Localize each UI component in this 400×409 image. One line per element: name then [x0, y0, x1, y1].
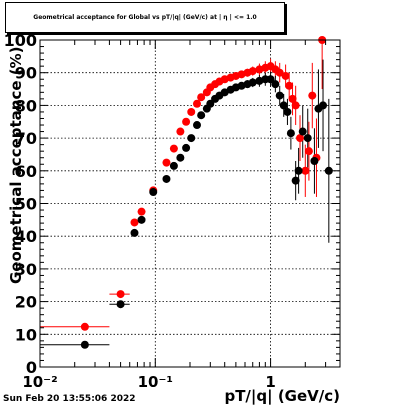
data-point	[116, 300, 125, 309]
data-point	[296, 134, 305, 143]
data-point	[304, 147, 313, 156]
data-point	[206, 99, 215, 108]
y-tick-label: 10	[15, 325, 37, 344]
y-tick-label: 60	[15, 162, 37, 181]
data-point	[291, 101, 300, 110]
y-tick-label: 20	[15, 293, 37, 312]
data-point	[116, 290, 125, 299]
data-point	[248, 78, 257, 87]
axes	[39, 39, 341, 368]
title-box: Geometrical acceptance for Global vs pT/…	[5, 2, 285, 33]
data-point	[283, 107, 292, 116]
y-tick-label: 40	[15, 227, 37, 246]
plot-frame	[39, 39, 341, 368]
data-point	[275, 91, 284, 100]
data-point	[169, 161, 178, 170]
data-point	[279, 101, 288, 110]
data-point	[137, 207, 146, 216]
data-point	[169, 144, 178, 153]
data-point	[130, 228, 139, 237]
data-point	[248, 67, 257, 76]
grid-lines	[40, 40, 340, 367]
y-tick-label: 80	[15, 96, 37, 115]
data-point	[137, 215, 146, 224]
data-point	[288, 94, 297, 103]
data-point	[303, 134, 312, 143]
data-point	[310, 156, 319, 165]
data-point	[197, 93, 206, 102]
tick-labels: 0 10 20 30 40 50 60 70 80 90 100 10⁻² 10⁻¹ 1	[4, 31, 276, 391]
x-tick-label: 10⁻²	[22, 373, 57, 391]
data-point	[308, 91, 317, 100]
data-point	[187, 134, 196, 143]
y-tick-label: 100	[4, 31, 37, 50]
data-point	[281, 71, 290, 80]
data-point	[182, 117, 191, 126]
data-point	[192, 121, 201, 130]
y-tick-label: 70	[15, 129, 37, 148]
y-tick-label: 90	[15, 64, 37, 83]
data-point	[176, 153, 185, 162]
chart-title: Geometrical acceptance for Global vs pT/…	[33, 14, 257, 21]
x-tick-label: 1	[265, 373, 275, 391]
x-axis-label: pT/|q| (GeV/c)	[224, 387, 340, 406]
data-point	[176, 127, 185, 136]
timestamp: Sun Feb 20 13:55:06 2022	[3, 394, 136, 404]
y-axis-label: Geometrical acceptance (%)	[7, 47, 25, 285]
data-point	[80, 340, 89, 349]
data-point	[285, 81, 294, 90]
data-point	[298, 127, 307, 136]
data-point	[149, 188, 158, 197]
data-point	[162, 158, 171, 167]
data-point	[266, 75, 275, 84]
data-point	[275, 68, 284, 77]
data-point	[271, 80, 280, 89]
data-point	[319, 101, 328, 110]
data-point	[182, 143, 191, 152]
data-point	[197, 111, 206, 120]
data-point	[286, 129, 295, 138]
data-point	[324, 166, 333, 175]
data-point	[291, 176, 300, 185]
data-point	[192, 99, 201, 108]
y-tick-label: 30	[15, 260, 37, 279]
data-point	[301, 166, 310, 175]
data-point	[294, 166, 303, 175]
x-tick-label: 10⁻¹	[138, 373, 173, 391]
data-point	[80, 322, 89, 331]
y-tick-label: 0	[26, 358, 37, 377]
data-point	[187, 107, 196, 116]
data-markers	[80, 36, 333, 349]
y-tick-label: 50	[15, 195, 37, 214]
data-point	[130, 218, 139, 227]
data-point	[162, 174, 171, 183]
